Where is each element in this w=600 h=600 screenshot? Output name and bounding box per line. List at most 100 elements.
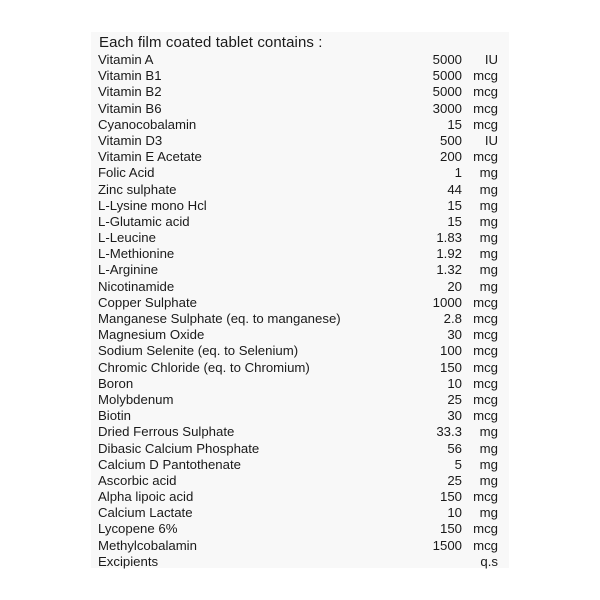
ingredient-row: Cyanocobalamin 15 mcg <box>98 117 498 133</box>
ingredient-name: Chromic Chloride (eq. to Chromium) <box>98 359 310 375</box>
ingredient-unit: mg <box>479 505 498 521</box>
ingredient-amount: 20 <box>447 278 462 294</box>
ingredient-name: Folic Acid <box>98 165 155 181</box>
ingredient-amount: 3000 <box>432 100 462 116</box>
ingredient-amount: 2.8 <box>443 311 462 326</box>
ingredient-name: Vitamin A <box>98 52 154 67</box>
ingredient-amount: 150 <box>439 489 462 505</box>
ingredient-unit: mcg <box>473 327 498 343</box>
ingredient-row: Folic Acid 1 mg <box>98 165 498 181</box>
ingredient-row: Alpha lipoic acid 150 mcg <box>98 489 498 505</box>
ingredient-row: Copper Sulphate 1000 mcg <box>98 295 498 311</box>
ingredient-amount: 1 <box>454 165 462 181</box>
ingredient-amount: 5000 <box>432 52 462 67</box>
ingredient-row: Ascorbic acid 25 mg <box>98 473 498 489</box>
ingredient-amount: 56 <box>447 440 462 456</box>
ingredient-unit: IU <box>484 132 498 148</box>
ingredient-name: Calcium Lactate <box>98 505 193 521</box>
ingredient-row: L-Glutamic acid 15 mg <box>98 214 498 230</box>
ingredient-name: Vitamin B1 <box>98 68 162 84</box>
ingredient-unit: mcg <box>473 116 498 132</box>
ingredient-name: L-Glutamic acid <box>98 213 190 229</box>
ingredient-unit: mg <box>479 213 498 229</box>
ingredient-unit: mcg <box>473 489 498 505</box>
ingredient-amount: 1.92 <box>436 246 462 262</box>
ingredient-amount: 1.83 <box>436 230 462 246</box>
ingredient-amount: 10 <box>447 505 462 521</box>
ingredient-unit: mcg <box>473 359 498 375</box>
ingredient-row: Sodium Selenite (eq. to Selenium) 100 mcg <box>98 343 498 359</box>
ingredient-unit: mcg <box>473 537 498 553</box>
ingredient-amount: 200 <box>439 149 462 165</box>
ingredient-amount: 30 <box>447 327 462 343</box>
ingredient-name: Nicotinamide <box>98 278 175 294</box>
ingredient-name: Alpha lipoic acid <box>98 489 194 505</box>
ingredient-unit: mcg <box>473 68 498 84</box>
ingredient-unit: mg <box>479 197 498 213</box>
ingredient-amount: 1.32 <box>436 262 462 278</box>
ingredient-unit: mcg <box>473 311 498 326</box>
ingredient-name: Copper Sulphate <box>98 294 197 310</box>
ingredient-amount: 33.3 <box>436 424 462 440</box>
ingredient-unit: mg <box>479 278 498 294</box>
ingredient-name: Cyanocobalamin <box>98 116 197 132</box>
ingredient-unit: mcg <box>473 100 498 116</box>
ingredient-unit: mcg <box>473 294 498 310</box>
ingredient-row: Nicotinamide 20 mg <box>98 279 498 295</box>
ingredient-amount: 15 <box>447 197 462 213</box>
ingredient-row: Dibasic Calcium Phosphate 56 mg <box>98 441 498 457</box>
ingredient-amount: 30 <box>447 408 462 424</box>
ingredient-name: Dibasic Calcium Phosphate <box>98 440 260 456</box>
ingredient-row: Calcium D Pantothenate 5 mg <box>98 457 498 473</box>
ingredient-row: L-Methionine 1.92 mg <box>98 246 498 262</box>
ingredient-unit: q.s <box>480 553 498 569</box>
ingredient-row: Lycopene 6% 150 mcg <box>98 521 498 537</box>
ingredient-amount: 150 <box>439 521 462 537</box>
ingredient-row: L-Leucine 1.83 mg <box>98 230 498 246</box>
ingredient-unit: mg <box>479 440 498 456</box>
ingredient-name: Manganese Sulphate (eq. to manganese) <box>98 311 341 326</box>
ingredient-name: Boron <box>98 375 134 391</box>
ingredient-row: Molybdenum 25 mcg <box>98 392 498 408</box>
ingredient-amount: 500 <box>439 132 462 148</box>
composition-label: Each film coated tablet contains : Vitam… <box>91 32 509 570</box>
ingredient-name: Calcium D Pantothenate <box>98 456 241 472</box>
ingredient-name: Lycopene 6% <box>98 521 178 537</box>
ingredient-row: Calcium Lactate 10 mg <box>98 505 498 521</box>
ingredient-amount: 44 <box>447 181 462 197</box>
ingredient-row: Chromic Chloride (eq. to Chromium) 150 mcg <box>98 360 498 376</box>
ingredient-row: L-Arginine 1.32 mg <box>98 262 498 278</box>
ingredient-row: Magnesium Oxide 30 mcg <box>98 327 498 343</box>
ingredient-name: Biotin <box>98 408 131 424</box>
ingredient-row: Zinc sulphate 44 mg <box>98 182 498 198</box>
ingredient-row: Vitamin B1 5000 mcg <box>98 68 498 84</box>
ingredient-unit: mcg <box>473 408 498 424</box>
ingredient-unit: mcg <box>473 521 498 537</box>
ingredient-row: Vitamin B2 5000 mcg <box>98 84 498 100</box>
ingredient-name: L-Methionine <box>98 246 175 262</box>
ingredient-name: Dried Ferrous Sulphate <box>98 424 235 440</box>
ingredient-row: Vitamin A 5000 IU <box>98 52 498 68</box>
ingredient-row: Biotin 30 mcg <box>98 408 498 424</box>
ingredient-amount: 5000 <box>432 68 462 84</box>
ingredient-name: Magnesium Oxide <box>98 327 205 343</box>
ingredient-row: Vitamin D3 500 IU <box>98 133 498 149</box>
ingredient-name: Methylcobalamin <box>98 537 197 553</box>
ingredient-row: Vitamin E Acetate 200 mcg <box>98 149 498 165</box>
ingredient-unit: mcg <box>473 84 498 100</box>
ingredient-amount: 15 <box>447 213 462 229</box>
ingredient-name: Vitamin B2 <box>98 84 162 100</box>
ingredient-unit: mg <box>479 424 498 440</box>
ingredient-name: Vitamin E Acetate <box>98 149 202 165</box>
ingredient-amount: 5 <box>454 456 462 472</box>
ingredient-row: Dried Ferrous Sulphate 33.3 mg <box>98 424 498 440</box>
ingredient-name: Vitamin D3 <box>98 132 163 148</box>
ingredient-row: Excipients q.s <box>98 554 498 570</box>
label-title: Each film coated tablet contains : <box>99 34 323 51</box>
ingredient-amount: 15 <box>447 116 462 132</box>
ingredient-name: Excipients <box>98 553 159 569</box>
ingredient-row: Manganese Sulphate (eq. to manganese) 2.8… <box>98 311 498 327</box>
ingredient-unit: mcg <box>473 375 498 391</box>
ingredient-list: Vitamin A 5000 IU Vitamin B1 5000 mcg Vitamin … <box>98 52 498 570</box>
ingredient-unit: mg <box>479 181 498 197</box>
